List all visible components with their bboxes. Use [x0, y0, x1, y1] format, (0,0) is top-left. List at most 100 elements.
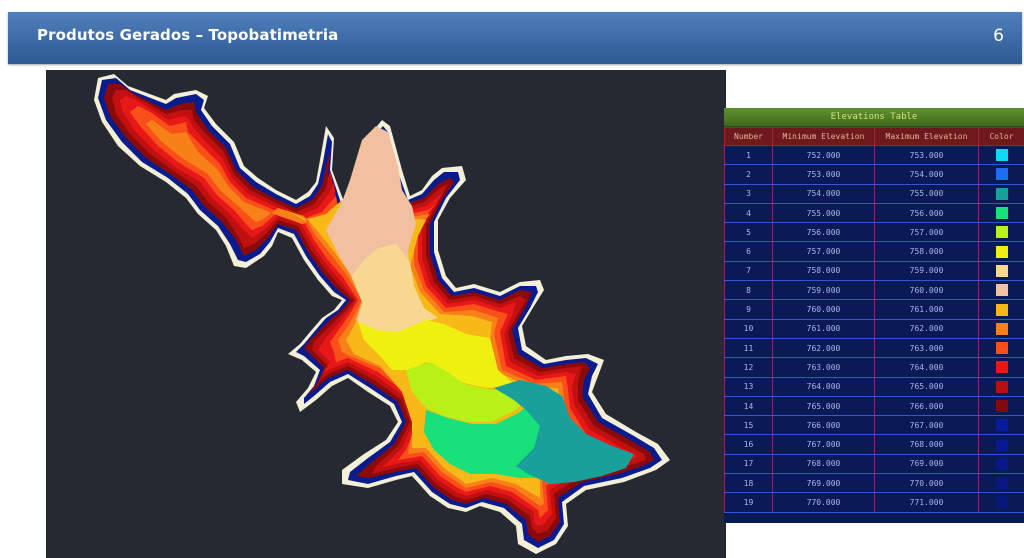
cell-number: 10	[724, 319, 773, 339]
column-header-maximum-elevation: Maximum Elevation	[874, 127, 979, 146]
color-swatch	[995, 245, 1008, 258]
cell-maximum-elevation: 767.000	[874, 415, 979, 436]
color-swatch	[995, 207, 1008, 220]
cell-maximum-elevation: 770.000	[874, 473, 979, 494]
cell-number: 11	[724, 338, 773, 359]
table-row: 4 755.000 756.000	[724, 203, 1024, 224]
table-row: 3 754.000 755.000	[724, 184, 1024, 204]
column-header-color: Color	[978, 127, 1024, 146]
color-swatch	[995, 419, 1008, 432]
cell-minimum-elevation: 755.000	[772, 203, 875, 224]
cell-color	[978, 203, 1024, 224]
cell-minimum-elevation: 754.000	[772, 184, 875, 204]
table-row: 13 764.000 765.000	[724, 377, 1024, 397]
map-elevation-754-755	[494, 380, 634, 484]
cell-number: 8	[724, 280, 773, 301]
cell-minimum-elevation: 753.000	[772, 164, 875, 185]
cell-maximum-elevation: 759.000	[874, 261, 979, 282]
table-row: 16 767.000 768.000	[724, 434, 1024, 455]
cell-color	[978, 473, 1024, 494]
table-row: 11 762.000 763.000	[724, 338, 1024, 359]
color-swatch	[995, 496, 1008, 509]
cell-number: 3	[724, 184, 773, 204]
color-swatch	[995, 264, 1008, 277]
elevations-table: Number Minimum Elevation Maximum Elevati…	[724, 127, 1024, 513]
cell-maximum-elevation: 771.000	[874, 492, 979, 513]
cell-number: 2	[724, 164, 773, 185]
cell-minimum-elevation: 769.000	[772, 473, 875, 494]
cell-minimum-elevation: 768.000	[772, 454, 875, 475]
color-swatch	[995, 303, 1008, 316]
color-swatch	[995, 380, 1008, 393]
table-row: 18 769.000 770.000	[724, 473, 1024, 494]
cell-number: 9	[724, 299, 773, 320]
topobathymetry-map	[46, 70, 726, 558]
elevations-table-title: Elevations Table	[724, 109, 1024, 127]
color-swatch	[995, 226, 1008, 239]
cell-number: 19	[724, 492, 773, 513]
cell-minimum-elevation: 764.000	[772, 377, 875, 397]
table-row: 12 763.000 764.000	[724, 357, 1024, 378]
cell-minimum-elevation: 766.000	[772, 415, 875, 436]
table-row: 17 768.000 769.000	[724, 454, 1024, 475]
cell-color	[978, 164, 1024, 185]
color-swatch	[995, 322, 1008, 335]
cell-minimum-elevation: 760.000	[772, 299, 875, 320]
cell-number: 6	[724, 241, 773, 262]
table-row: 19 770.000 771.000	[724, 492, 1024, 513]
cell-minimum-elevation: 770.000	[772, 492, 875, 513]
cell-number: 4	[724, 203, 773, 224]
cell-number: 17	[724, 454, 773, 475]
color-swatch	[995, 457, 1008, 470]
cell-color	[978, 454, 1024, 475]
color-swatch	[995, 187, 1008, 200]
cell-number: 13	[724, 377, 773, 397]
table-row: 8 759.000 760.000	[724, 280, 1024, 301]
cell-minimum-elevation: 762.000	[772, 338, 875, 359]
cell-color	[978, 184, 1024, 204]
cell-minimum-elevation: 752.000	[772, 145, 875, 166]
column-header-minimum-elevation: Minimum Elevation	[772, 127, 875, 146]
cell-color	[978, 280, 1024, 301]
cell-number: 16	[724, 434, 773, 455]
cell-maximum-elevation: 765.000	[874, 377, 979, 397]
cell-maximum-elevation: 762.000	[874, 319, 979, 339]
cell-color	[978, 299, 1024, 320]
cell-minimum-elevation: 757.000	[772, 241, 875, 262]
cell-color	[978, 261, 1024, 282]
cell-number: 15	[724, 415, 773, 436]
color-swatch	[995, 477, 1008, 490]
color-swatch	[995, 168, 1008, 181]
elevations-table-header-row: Number Minimum Elevation Maximum Elevati…	[724, 127, 1024, 146]
cell-minimum-elevation: 765.000	[772, 396, 875, 417]
cell-maximum-elevation: 757.000	[874, 222, 979, 243]
cell-minimum-elevation: 758.000	[772, 261, 875, 282]
color-swatch	[995, 400, 1008, 412]
table-row: 7 758.000 759.000	[724, 261, 1024, 282]
cell-color	[978, 357, 1024, 378]
cell-number: 5	[724, 222, 773, 243]
cell-number: 1	[724, 145, 773, 166]
map-elevation-758-759	[352, 244, 438, 334]
color-swatch	[995, 438, 1008, 451]
cell-color	[978, 434, 1024, 455]
cell-number: 18	[724, 473, 773, 494]
color-swatch	[995, 361, 1008, 374]
cell-color	[978, 377, 1024, 397]
cell-maximum-elevation: 756.000	[874, 203, 979, 224]
column-header-number: Number	[724, 127, 773, 146]
map-canvas	[94, 74, 670, 554]
slide-title: Produtos Gerados – Topobatimetria	[37, 26, 339, 44]
table-row: 6 757.000 758.000	[724, 241, 1024, 262]
cell-number: 7	[724, 261, 773, 282]
cell-maximum-elevation: 760.000	[874, 280, 979, 301]
map-elevation-756-757	[406, 362, 532, 422]
cell-minimum-elevation: 767.000	[772, 434, 875, 455]
cell-maximum-elevation: 758.000	[874, 241, 979, 262]
cell-minimum-elevation: 759.000	[772, 280, 875, 301]
cell-minimum-elevation: 763.000	[772, 357, 875, 378]
cell-maximum-elevation: 754.000	[874, 164, 979, 185]
table-row: 14 765.000 766.000	[724, 396, 1024, 417]
cell-color	[978, 492, 1024, 513]
table-row: 5 756.000 757.000	[724, 222, 1024, 243]
